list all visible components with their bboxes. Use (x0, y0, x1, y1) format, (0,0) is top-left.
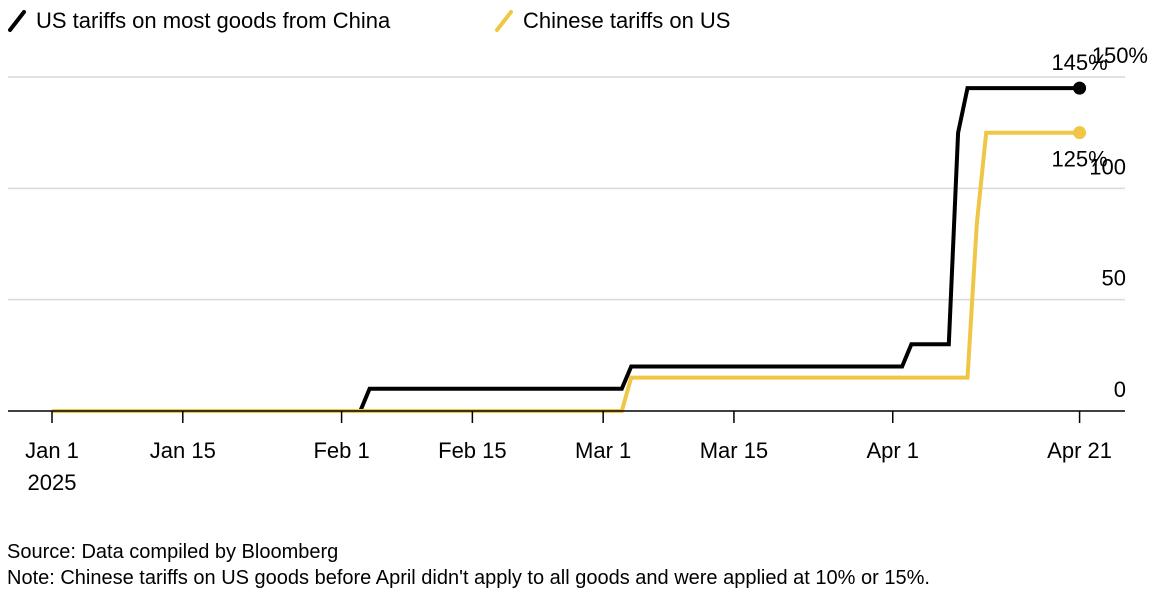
legend-swatch-china (495, 10, 513, 32)
x-tick-label-2025-01-15: Jan 15 (150, 438, 216, 463)
end-annotations: 145% 125% (1051, 50, 1107, 172)
legend-label-us: US tariffs on most goods from China (36, 8, 391, 33)
source-note: Source: Data compiled by Bloomberg (7, 541, 338, 563)
y-tick-label-0: 0 (1114, 377, 1126, 402)
end-label-china: 125% (1051, 147, 1107, 172)
x-axis: Jan 1 2025 Jan 15 Feb 1 Feb 15 Mar 1 Mar 15 Apr… (8, 410, 1125, 495)
series-line-us (52, 86, 1080, 413)
x-tick-label-2025-04-01: Apr 1 (866, 438, 919, 463)
grid-lines (8, 76, 1125, 301)
x-tick-label-2025-02-15: Feb 15 (438, 438, 507, 463)
end-dot-china (1073, 126, 1087, 140)
x-tick-label-2025-03-01: Mar 1 (575, 438, 631, 463)
y-axis-tick-labels: 0 50 100 150% (1089, 43, 1148, 402)
footnote: Note: Chinese tariffs on US goods before… (7, 567, 930, 589)
x-tick-label-2025-01-01: Jan 1 (25, 438, 79, 463)
footer: Source: Data compiled by Bloomberg Note:… (7, 541, 930, 589)
y-tick-label-150: 150% (1092, 43, 1148, 68)
legend-label-china: Chinese tariffs on US (523, 8, 730, 33)
y-tick-label-100: 100 (1089, 154, 1126, 179)
y-tick-label-50: 50 (1102, 266, 1126, 291)
x-tick-label-2025-04-21: Apr 21 (1047, 438, 1112, 463)
x-tick-label-2025-03-15: Mar 15 (700, 438, 768, 463)
legend-swatch-us (8, 10, 26, 32)
series-line-china (52, 130, 1080, 413)
series-lines (52, 86, 1080, 413)
end-dot-us (1073, 81, 1087, 95)
x-tick-sublabel-2025-01-01: 2025 (28, 470, 77, 495)
legend: US tariffs on most goods from China Chin… (8, 8, 730, 33)
end-label-us: 145% (1051, 50, 1107, 75)
x-tick-label-2025-02-01: Feb 1 (313, 438, 369, 463)
